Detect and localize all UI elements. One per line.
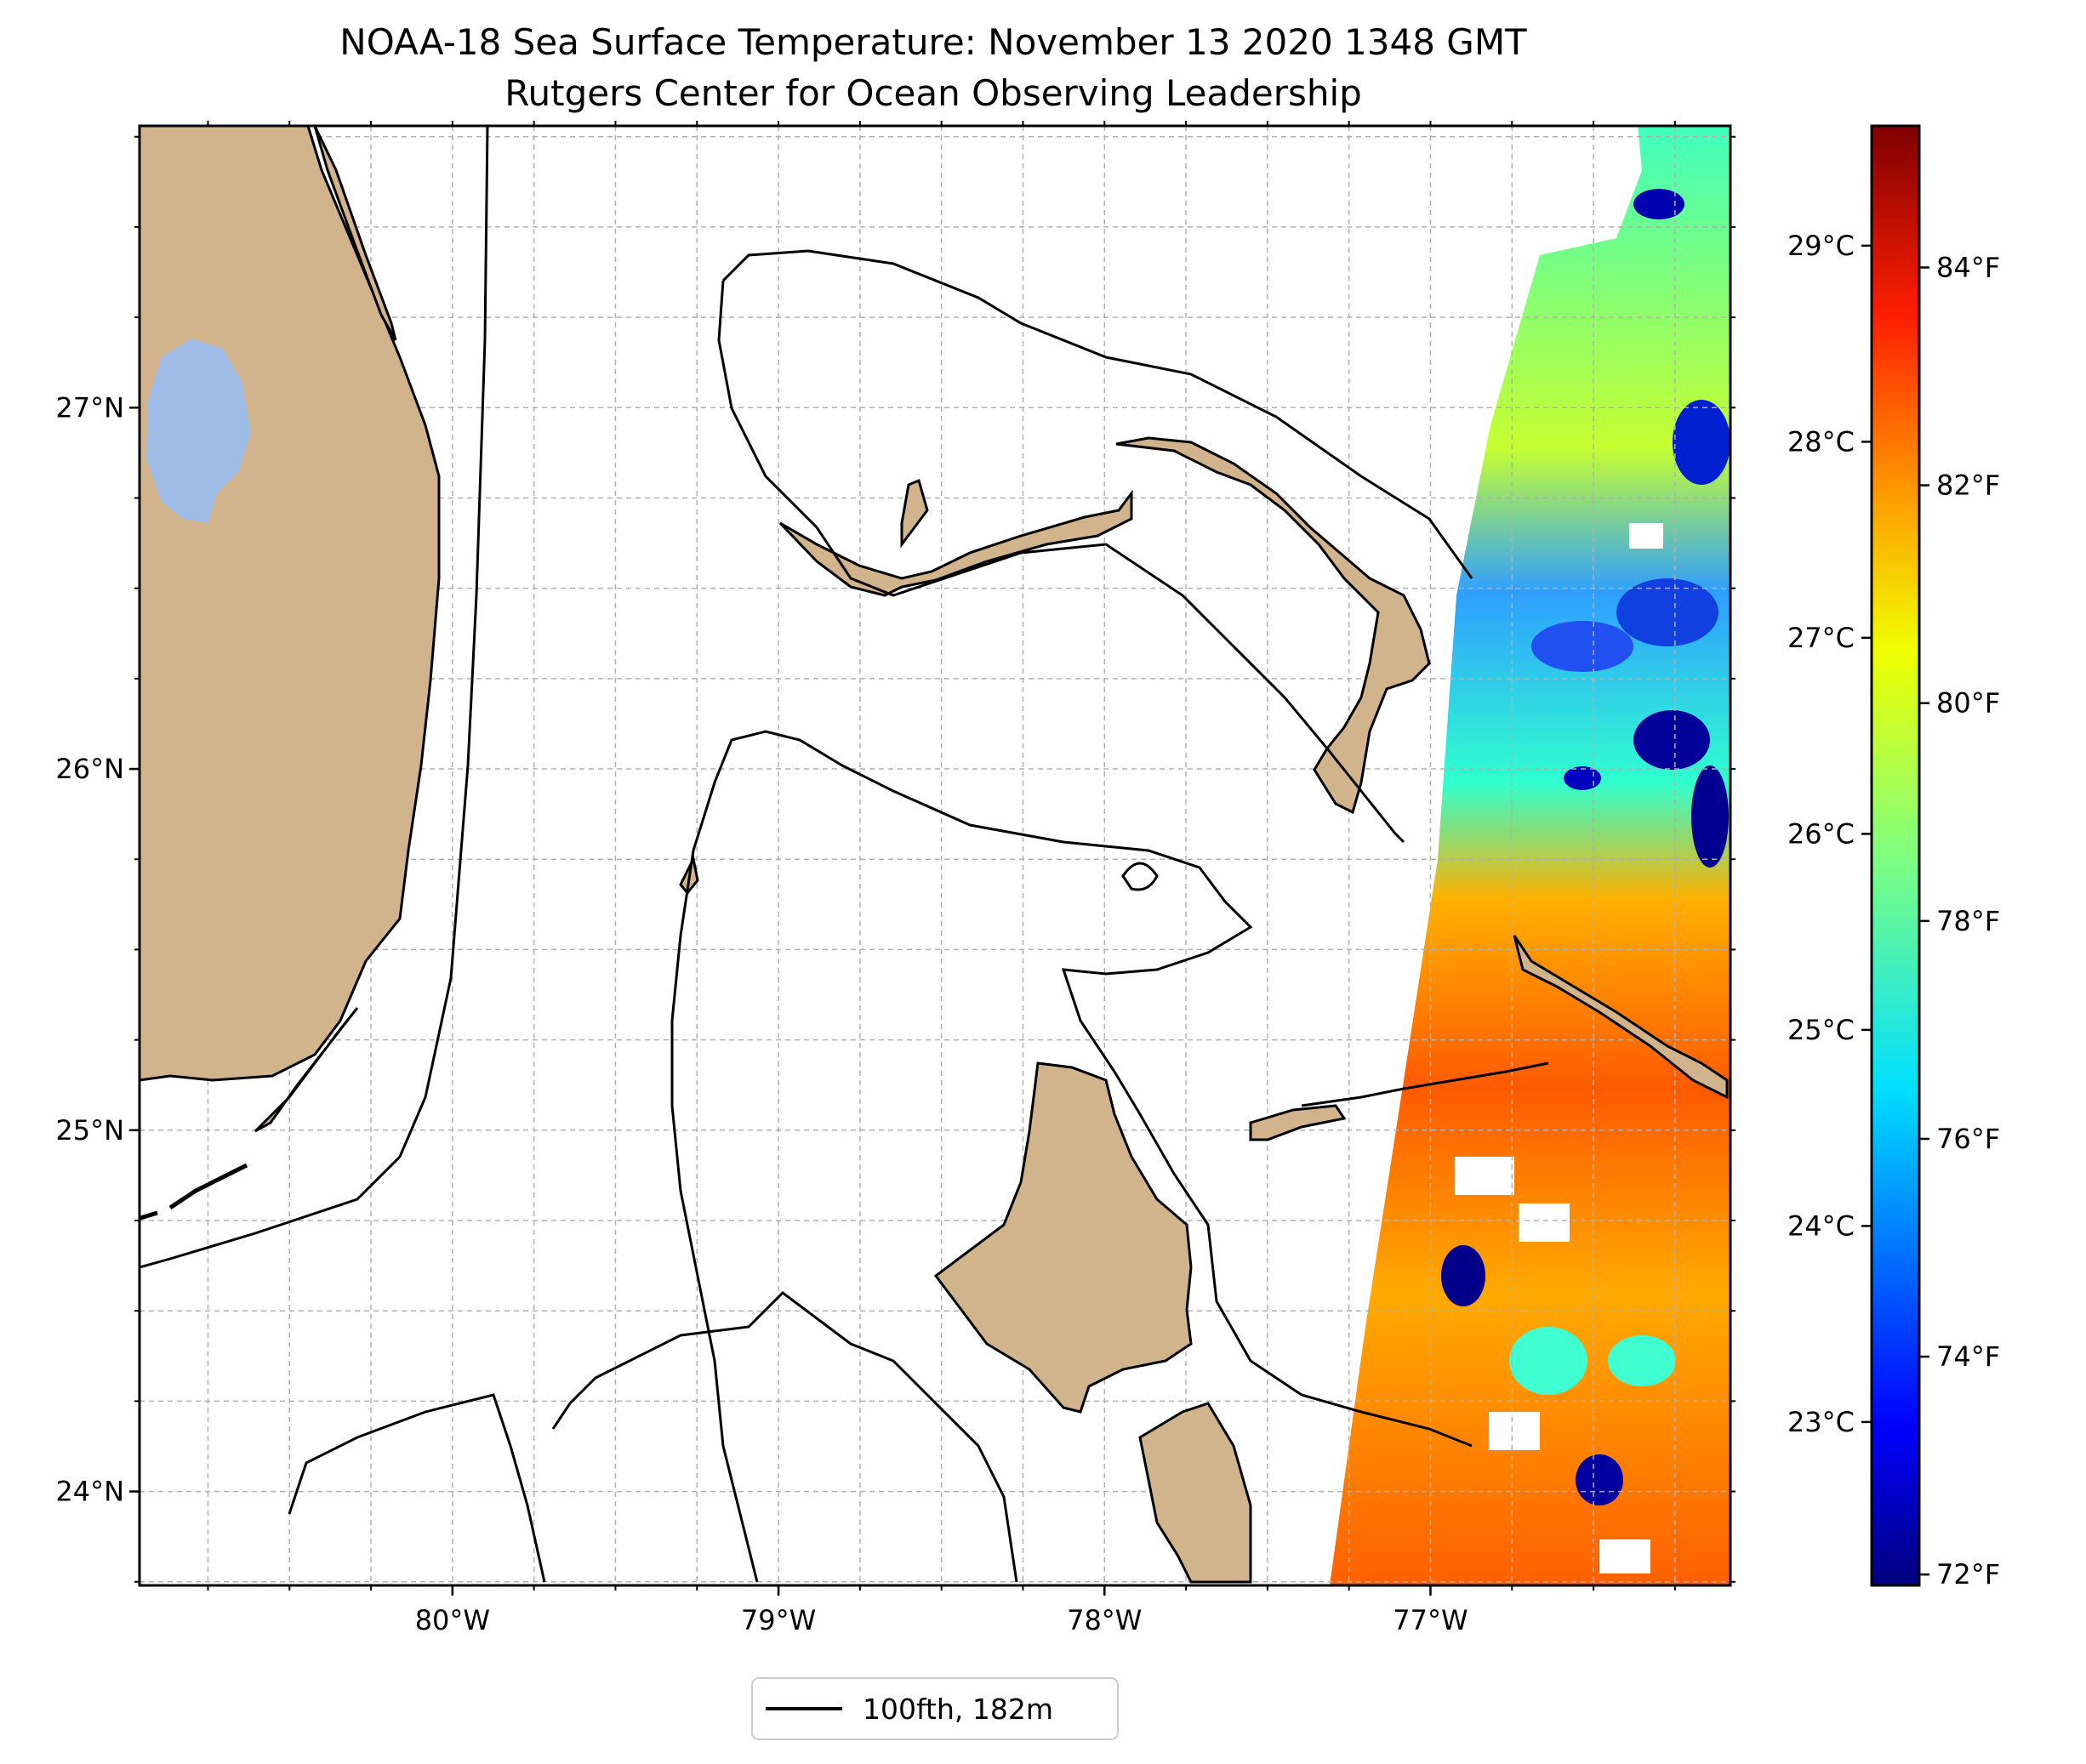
latitude-axis: 24°N 25°N 26°N 27°N: [55, 391, 140, 1508]
legend-box: [751, 1677, 1119, 1740]
colorbar-f-label: 74°F: [1936, 1340, 2000, 1373]
lon-tick-label: 78°W: [1067, 1604, 1142, 1636]
lat-tick-label: 27°N: [55, 391, 124, 424]
lat-tick-label: 25°N: [55, 1114, 124, 1147]
colorbar-c-label: 25°C: [1787, 1014, 1855, 1046]
florida-barrier-island: [313, 126, 397, 341]
lat-tick-label: 26°N: [55, 753, 124, 785]
colorbar-f-label: 72°F: [1936, 1558, 2000, 1590]
colorbar-f-label: 84°F: [1936, 251, 2000, 283]
colorbar-c-label: 24°C: [1787, 1209, 1855, 1242]
florida-keys-lower: [140, 1163, 248, 1221]
grand-bahama-east: [900, 478, 929, 549]
colorbar-f-label: 78°F: [1936, 905, 2000, 937]
eleuthera-land: [1249, 1104, 1347, 1141]
legend: 100fth, 182m: [751, 1677, 1119, 1740]
colorbar-f-label: 80°F: [1936, 687, 2000, 720]
map-panel: [140, 126, 1730, 1585]
colorbar-celsius-axis: 23°C 24°C 25°C 26°C 27°C 28°C 29°C: [1787, 230, 1872, 1438]
legend-label: 100fth, 182m: [863, 1693, 1053, 1726]
colorbar-fahrenheit-axis: 72°F 74°F 76°F 78°F 80°F 82°F 84°F: [1919, 251, 2000, 1590]
bathymetry-contours: [140, 126, 1549, 1583]
lake-okeechobee: [146, 339, 251, 523]
colorbar-c-label: 26°C: [1787, 817, 1855, 850]
colorbar-gradient: [1870, 124, 1921, 1587]
colorbar-c-label: 23°C: [1787, 1406, 1855, 1438]
colorbar-c-label: 27°C: [1787, 622, 1855, 654]
lon-tick-label: 79°W: [741, 1604, 816, 1636]
colorbar-f-label: 82°F: [1936, 469, 2000, 502]
andros-south: [1138, 1402, 1252, 1584]
lat-tick-label: 24°N: [55, 1476, 124, 1508]
longitude-axis: 80°W 79°W 78°W 77°W: [415, 1585, 1468, 1636]
colorbar-c-label: 29°C: [1787, 230, 1855, 262]
lon-tick-label: 80°W: [415, 1604, 490, 1636]
florida-keys: [254, 1007, 359, 1133]
chart-title-line1: NOAA-18 Sea Surface Temperature: Novembe…: [339, 21, 1527, 63]
abaco-land: [1115, 436, 1431, 815]
colorbar-f-label: 76°F: [1936, 1123, 2000, 1155]
andros-land: [933, 1061, 1193, 1414]
chart-title-line2: Rutgers Center for Ocean Observing Leade…: [504, 72, 1362, 114]
eleuthera-east: [1513, 935, 1729, 1100]
map-frame: [138, 124, 1732, 1587]
lon-tick-label: 77°W: [1393, 1604, 1468, 1636]
berry-islands: [1121, 862, 1159, 891]
colorbar: 23°C 24°C 25°C 26°C 27°C 28°C 29°C 72°F 74°F 76°…: [1787, 124, 2000, 1590]
minor-ticks: [134, 121, 1735, 1590]
colorbar-c-label: 28°C: [1787, 425, 1855, 458]
